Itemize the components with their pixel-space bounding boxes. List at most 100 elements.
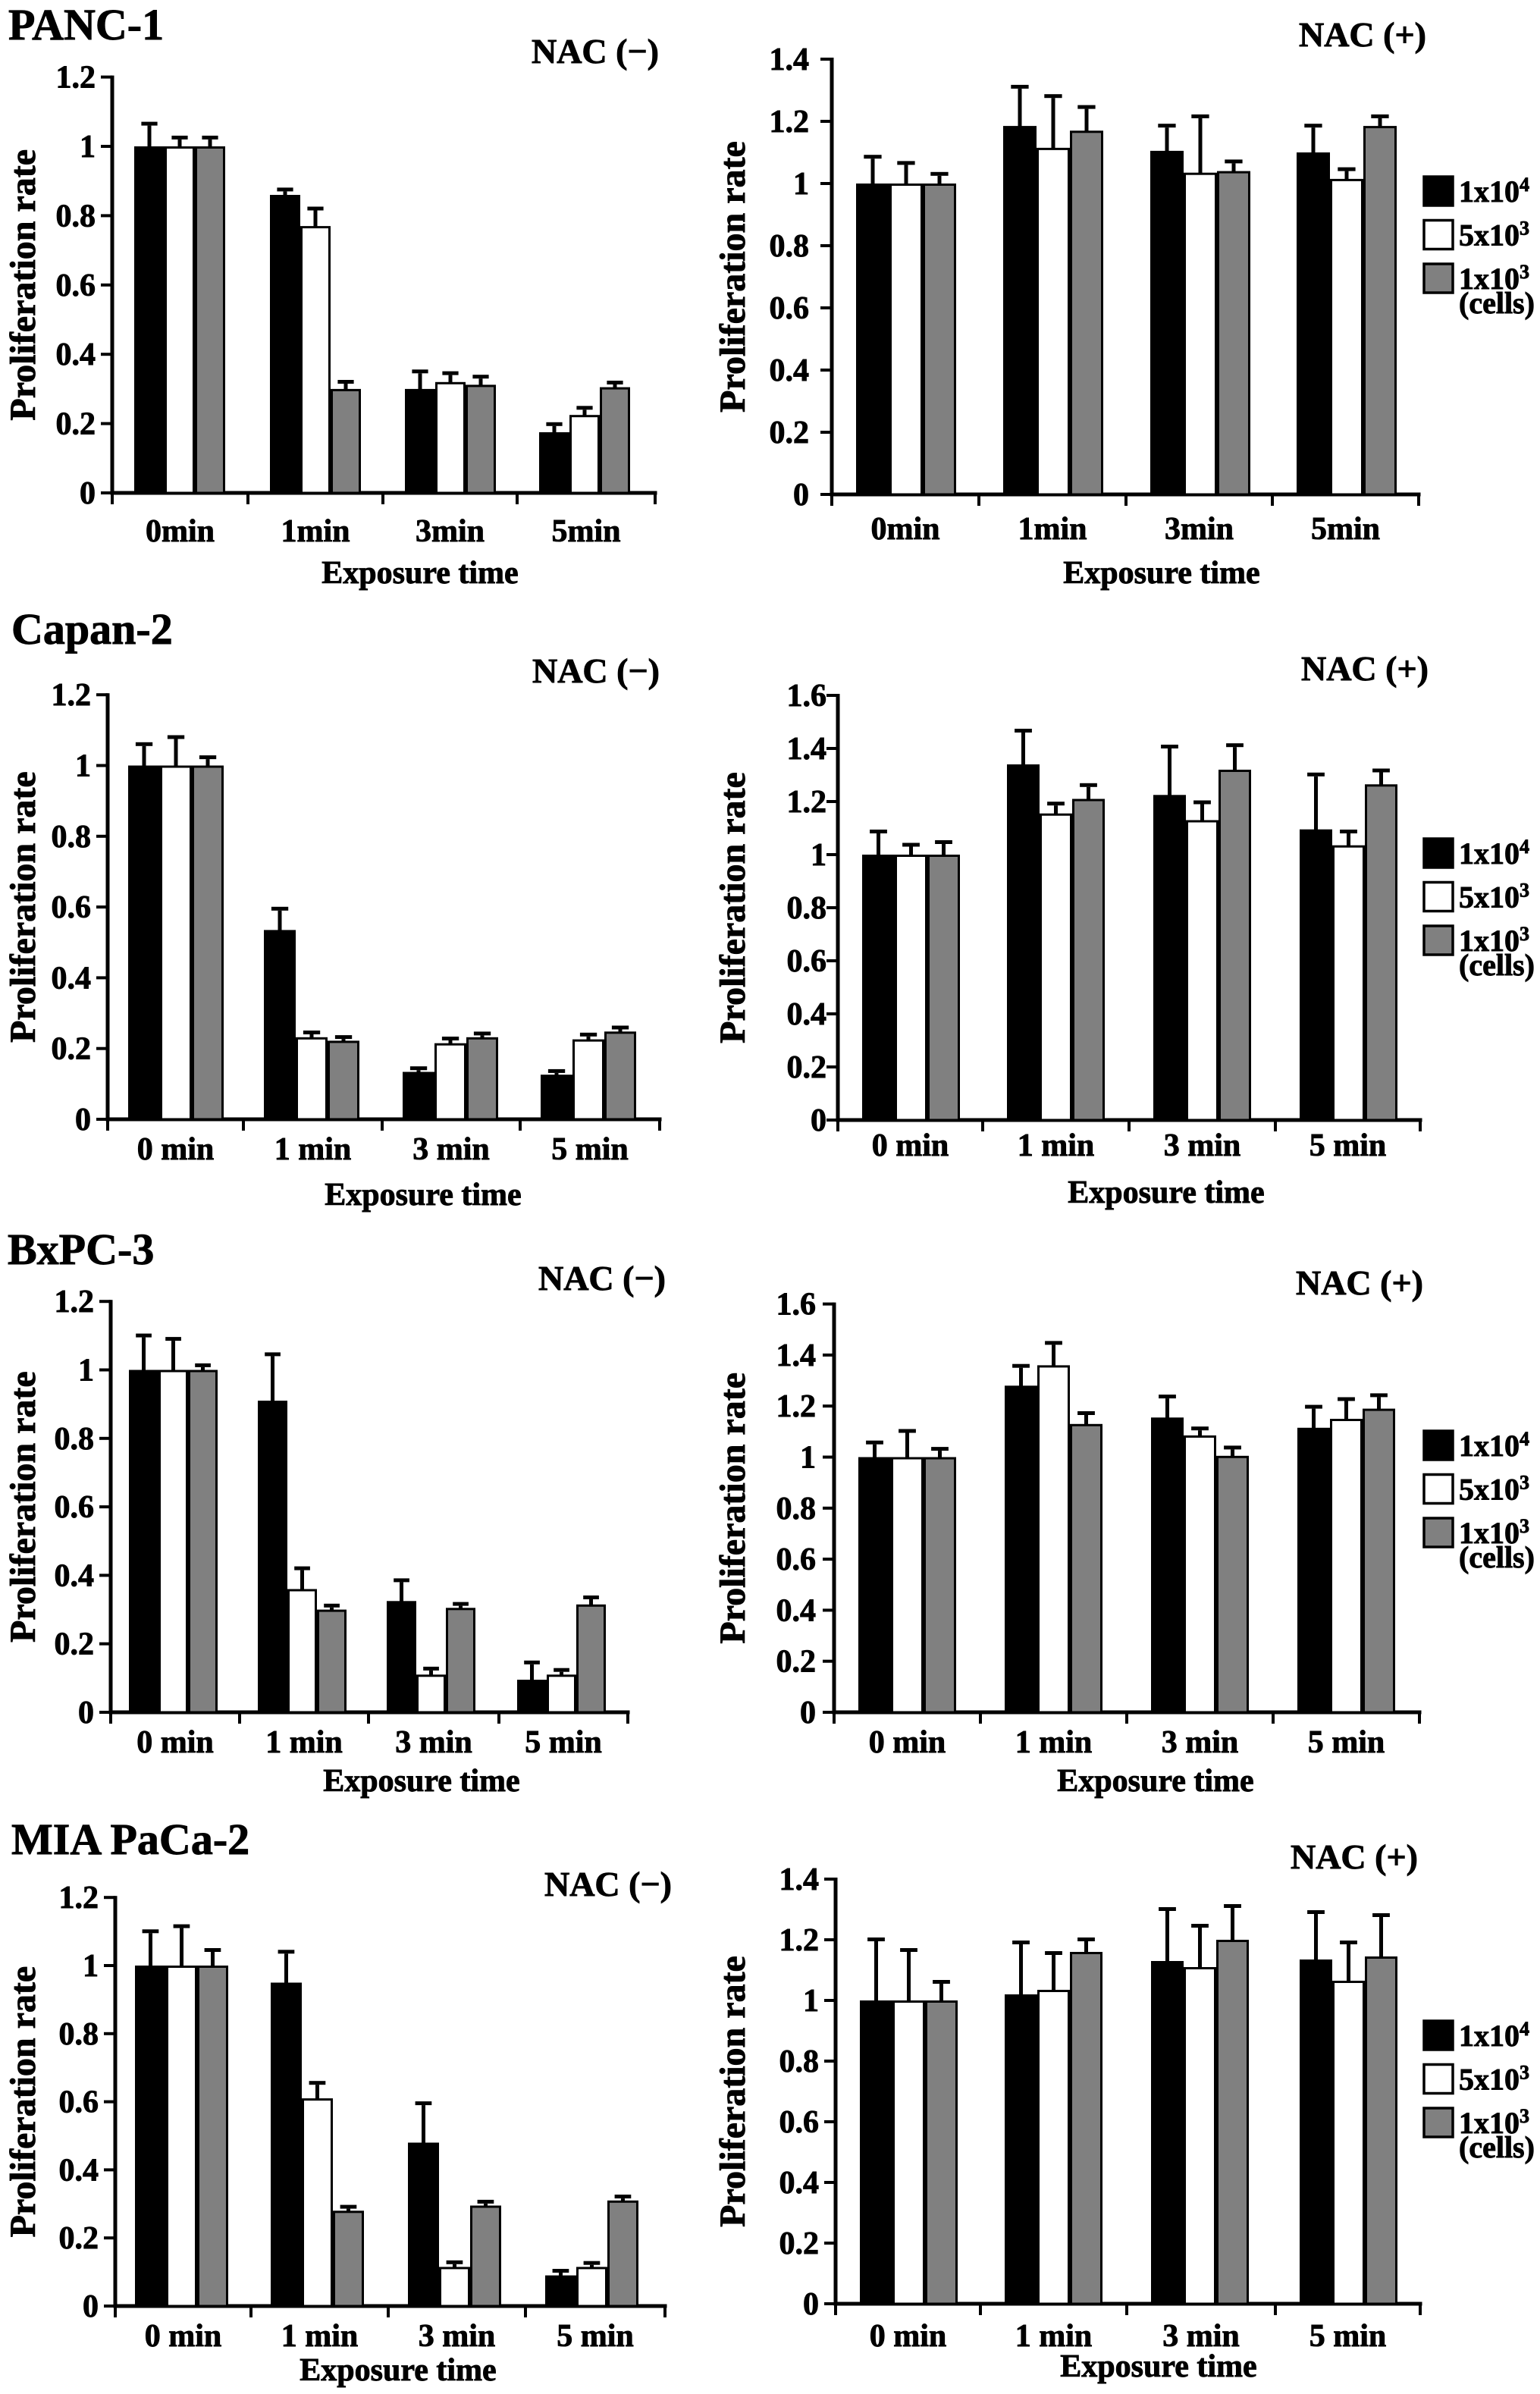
svg-text:5x103: 5x103 [1459,218,1529,253]
svg-text:0.4: 0.4 [52,961,92,996]
svg-text:1.2: 1.2 [787,785,827,820]
svg-text:1.4: 1.4 [779,1862,820,1897]
svg-text:0.2: 0.2 [770,416,810,450]
svg-text:1: 1 [811,838,826,873]
svg-text:1 min: 1 min [281,2319,359,2354]
svg-text:0.8: 0.8 [787,891,827,926]
svg-text:0 min: 0 min [872,1128,949,1163]
svg-text:0min: 0min [146,514,215,549]
svg-text:0.8: 0.8 [59,2017,99,2052]
svg-text:Proliferation rate: Proliferation rate [3,149,43,421]
svg-text:0 min: 0 min [145,2319,222,2354]
svg-text:Proliferation rate: Proliferation rate [713,1956,753,2227]
svg-text:Proliferation rate: Proliferation rate [713,1373,753,1644]
svg-text:1: 1 [83,1949,99,1984]
svg-text:NAC (−): NAC (−) [532,32,659,71]
svg-text:NAC (−): NAC (−) [538,1259,666,1297]
svg-text:Exposure time: Exposure time [325,1178,521,1213]
svg-text:0.4: 0.4 [770,353,810,388]
svg-text:1: 1 [800,1441,816,1476]
svg-text:MIA PaCa-2: MIA PaCa-2 [11,1815,249,1864]
svg-text:0.4: 0.4 [779,2166,820,2201]
svg-text:1: 1 [80,130,96,165]
svg-text:0.4: 0.4 [787,997,827,1032]
svg-text:(cells): (cells) [1459,948,1535,982]
svg-text:3 min: 3 min [1162,1725,1239,1760]
svg-text:0.8: 0.8 [776,1492,817,1526]
svg-text:0.8: 0.8 [55,1422,95,1457]
svg-text:Proliferation rate: Proliferation rate [713,141,753,413]
svg-text:0.8: 0.8 [779,2044,820,2079]
svg-text:3min: 3min [1165,512,1234,547]
svg-text:0.6: 0.6 [56,268,96,303]
svg-text:3min: 3min [416,514,485,549]
svg-text:3 min: 3 min [395,1725,472,1760]
svg-text:0.6: 0.6 [55,1490,95,1525]
svg-text:1.2: 1.2 [779,1923,820,1958]
svg-text:5x103: 5x103 [1459,2062,1529,2097]
svg-text:5min: 5min [551,514,620,549]
svg-text:0.8: 0.8 [56,199,96,234]
svg-text:1 min: 1 min [1015,1725,1093,1760]
svg-text:5 min: 5 min [1309,1128,1387,1163]
svg-text:NAC (+): NAC (+) [1299,15,1426,54]
svg-text:0.4: 0.4 [56,337,96,372]
svg-text:0 min: 0 min [136,1725,214,1760]
svg-text:1x104: 1x104 [1459,174,1529,209]
svg-text:0.2: 0.2 [56,407,96,442]
svg-text:1: 1 [78,1354,94,1388]
svg-text:Exposure time: Exposure time [1068,1175,1264,1210]
svg-text:0: 0 [83,2289,99,2324]
svg-text:0.6: 0.6 [779,2105,820,2140]
svg-text:3 min: 3 min [1164,1128,1241,1163]
svg-text:0: 0 [803,2287,819,2322]
svg-text:0.6: 0.6 [59,2085,99,2120]
svg-text:0: 0 [80,476,96,511]
svg-text:0: 0 [800,1696,816,1730]
svg-text:0.2: 0.2 [787,1050,827,1085]
svg-text:0.2: 0.2 [52,1032,92,1067]
svg-text:Proliferation rate: Proliferation rate [3,1371,43,1643]
svg-text:1.6: 1.6 [787,679,827,714]
svg-text:Proliferation rate: Proliferation rate [3,771,43,1043]
svg-text:5x103: 5x103 [1459,880,1529,915]
svg-text:BxPC-3: BxPC-3 [8,1225,154,1274]
svg-text:0.2: 0.2 [59,2221,99,2256]
svg-text:Exposure time: Exposure time [321,556,518,591]
svg-text:0.4: 0.4 [55,1558,95,1593]
svg-text:Exposure time: Exposure time [1057,1764,1253,1799]
svg-text:1: 1 [75,749,91,784]
svg-text:NAC (−): NAC (−) [544,1865,672,1903]
svg-text:1.2: 1.2 [59,1881,99,1916]
svg-text:1.4: 1.4 [776,1338,817,1373]
svg-text:0.8: 0.8 [770,229,810,264]
svg-text:NAC (+): NAC (+) [1296,1263,1423,1302]
svg-text:1: 1 [793,167,809,202]
svg-text:0 min: 0 min [137,1132,215,1167]
svg-text:0.4: 0.4 [59,2153,99,2188]
svg-text:NAC (+): NAC (+) [1291,1837,1418,1876]
svg-text:5 min: 5 min [525,1725,602,1760]
svg-text:0: 0 [75,1103,91,1137]
svg-text:0min: 0min [870,512,939,547]
svg-text:NAC (+): NAC (+) [1301,649,1429,688]
svg-text:0.6: 0.6 [776,1542,817,1577]
svg-text:0 min: 0 min [870,2319,947,2354]
svg-text:1x104: 1x104 [1459,1428,1529,1463]
svg-text:0: 0 [793,478,809,513]
svg-text:1 min: 1 min [274,1132,352,1167]
svg-text:5min: 5min [1311,512,1380,547]
svg-text:1.2: 1.2 [52,678,92,713]
svg-text:0.8: 0.8 [52,820,92,855]
svg-text:1.2: 1.2 [770,105,810,140]
svg-text:1x104: 1x104 [1459,836,1529,871]
svg-text:Proliferation rate: Proliferation rate [3,1966,43,2238]
svg-text:Exposure time: Exposure time [1060,2349,1256,2384]
svg-text:1: 1 [803,1984,819,2019]
svg-text:3 min: 3 min [1162,2319,1240,2354]
svg-text:1.2: 1.2 [55,1285,95,1319]
svg-text:5 min: 5 min [557,2319,634,2354]
svg-text:Proliferation rate: Proliferation rate [713,772,753,1043]
svg-text:NAC (−): NAC (−) [532,651,660,690]
svg-text:1x103: 1x103 [1459,923,1529,958]
